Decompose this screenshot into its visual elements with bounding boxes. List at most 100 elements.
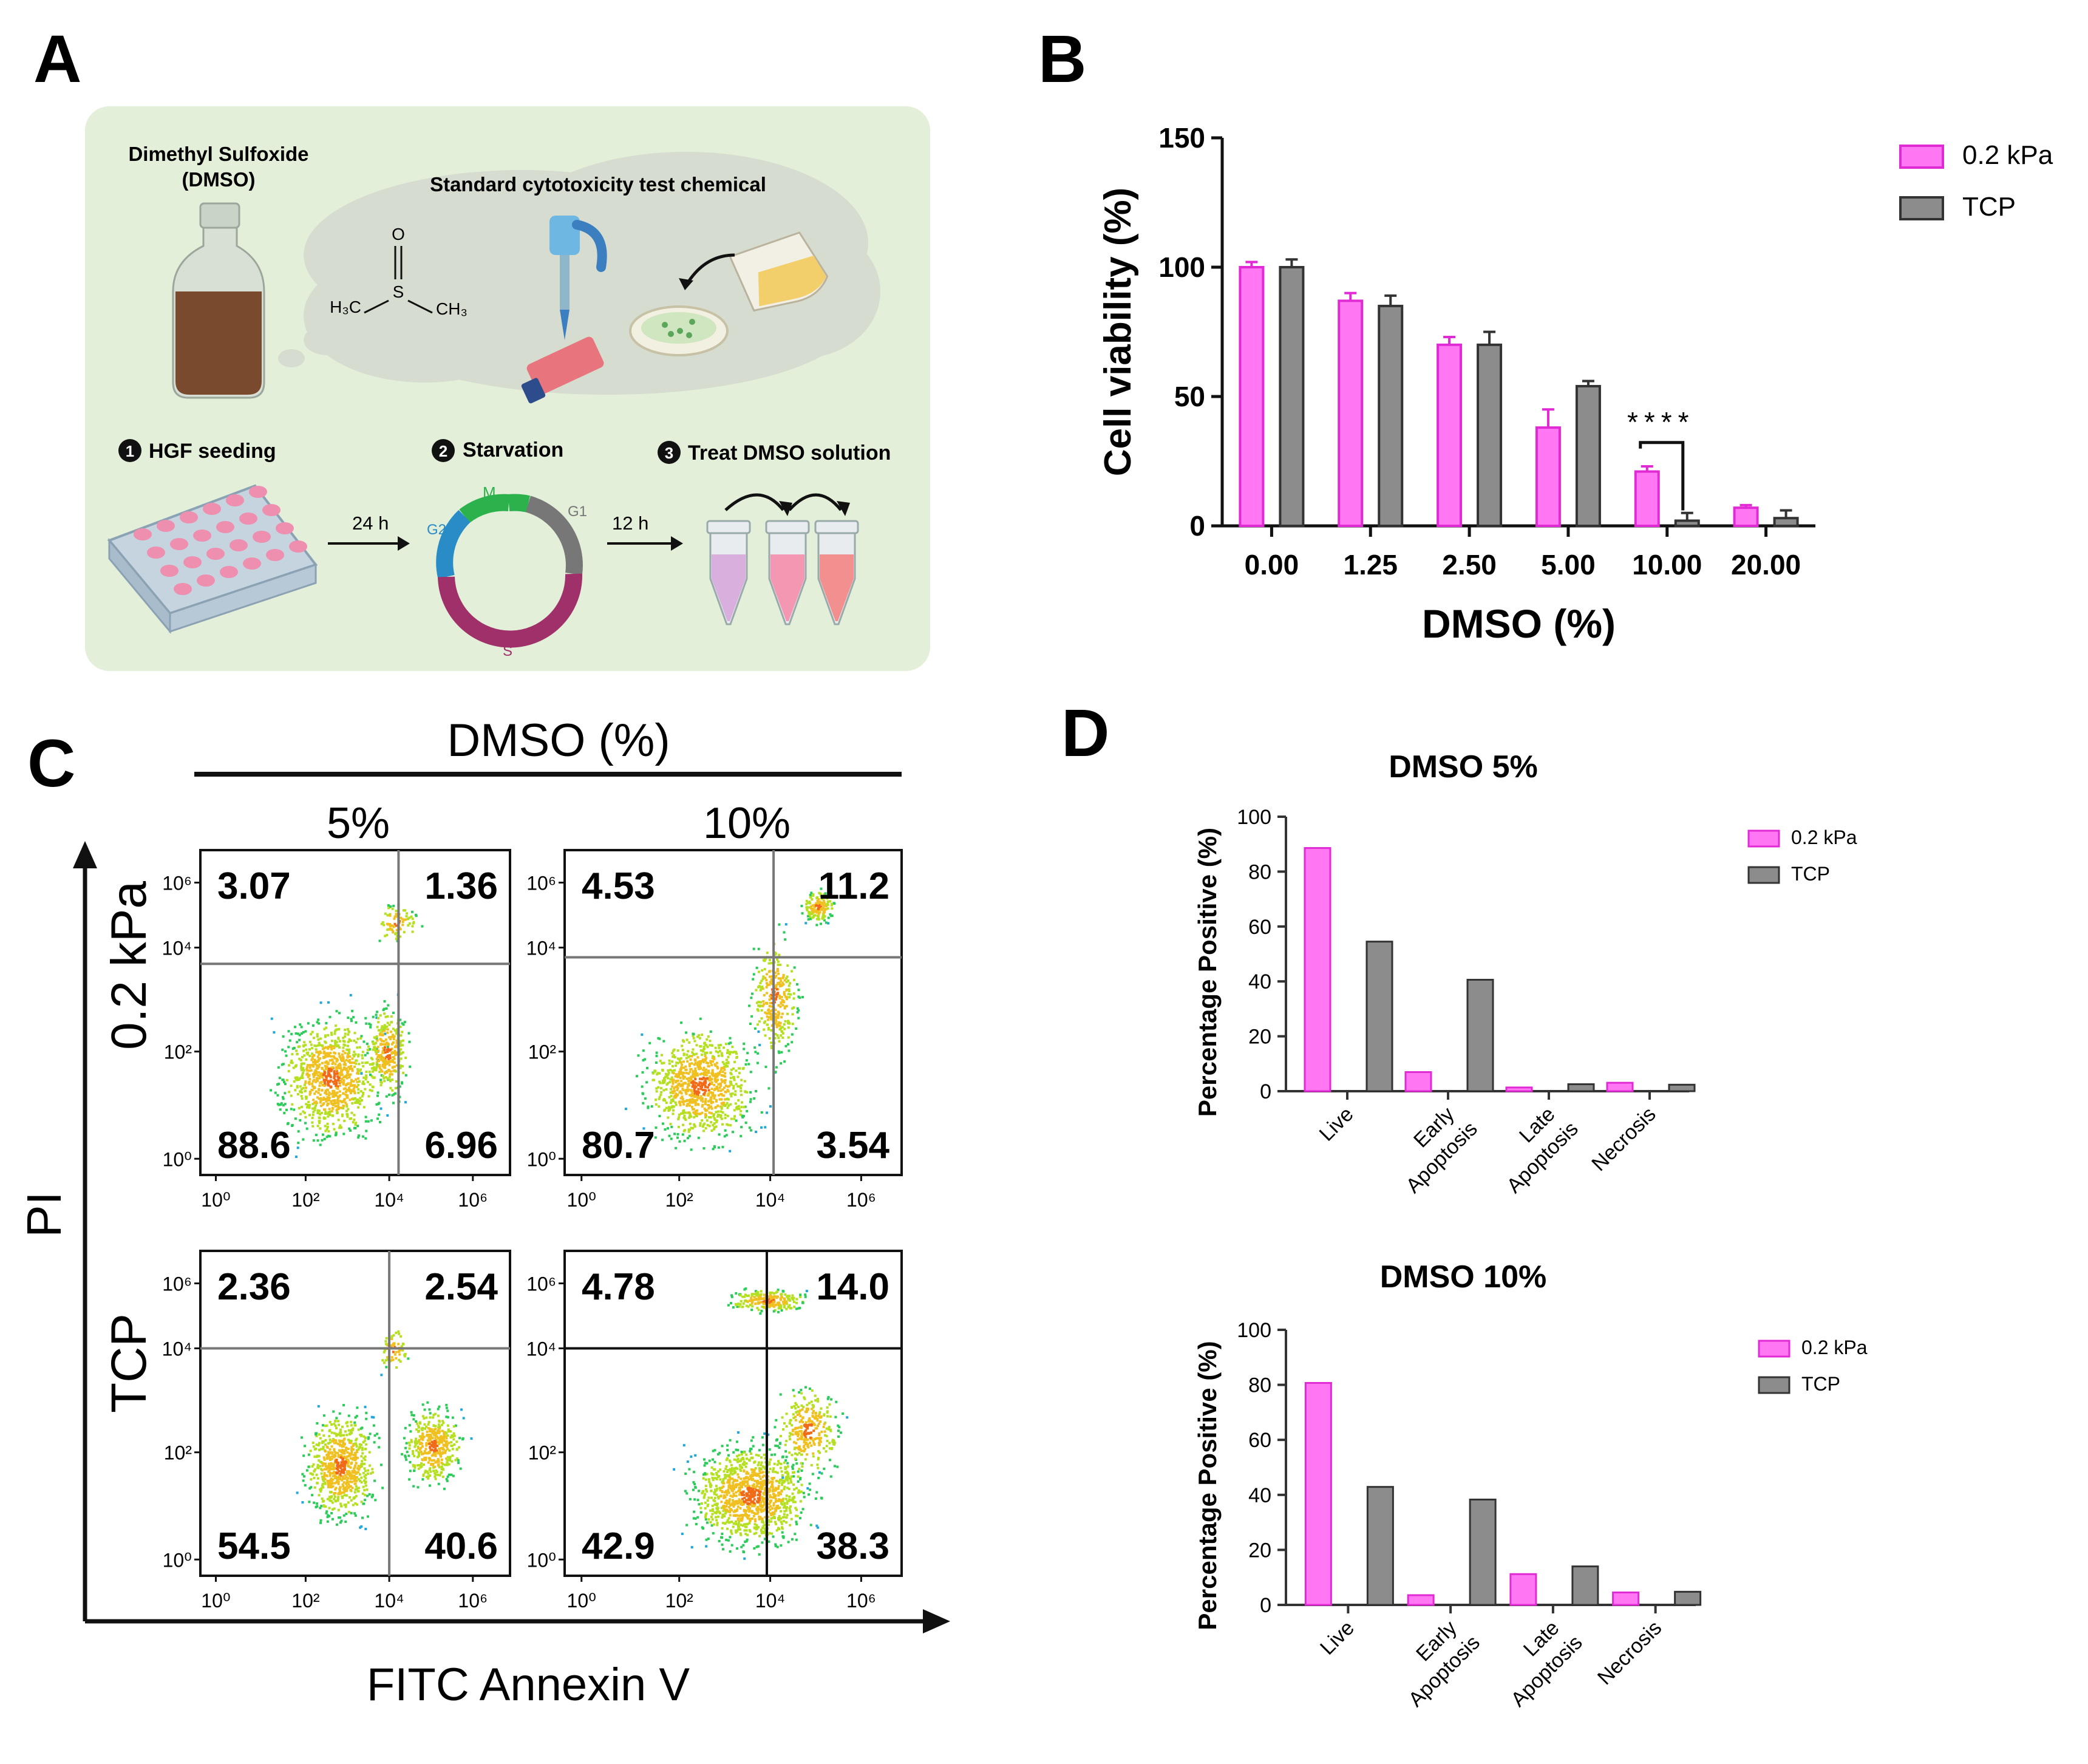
event-dot (700, 1054, 703, 1057)
event-dot (305, 1048, 308, 1051)
event-dot (326, 1520, 329, 1523)
event-dot (750, 1487, 753, 1490)
event-dot (328, 1046, 331, 1049)
event-dot (316, 1051, 319, 1054)
event-dot (344, 1044, 347, 1047)
event-dot (296, 1086, 299, 1089)
event-dot (774, 1022, 777, 1025)
event-dot (380, 1027, 383, 1030)
event-dot (392, 904, 395, 907)
event-dot (273, 1031, 276, 1034)
event-dot (790, 1475, 793, 1478)
event-dot (324, 1056, 327, 1059)
event-dot (358, 1443, 361, 1446)
event-dot (668, 1108, 672, 1111)
event-dot (381, 1029, 384, 1032)
event-dot (698, 1503, 701, 1506)
event-dot (408, 1040, 411, 1043)
event-dot (829, 913, 832, 916)
event-dot (328, 1474, 332, 1477)
event-dot (325, 1510, 328, 1513)
event-dot (343, 1098, 346, 1101)
event-dot (699, 1122, 702, 1125)
event-dot (732, 1500, 735, 1503)
event-dot (787, 1477, 790, 1480)
event-dot (785, 1509, 788, 1512)
event-dot (789, 993, 792, 996)
event-dot (451, 1448, 454, 1451)
event-dot (427, 1461, 430, 1464)
event-dot (340, 1470, 343, 1473)
event-dot (276, 1094, 279, 1097)
event-dot (758, 1492, 761, 1495)
event-dot (693, 1471, 696, 1474)
event-dot (718, 1539, 721, 1542)
event-dot (749, 1071, 752, 1074)
event-dot (707, 1077, 710, 1080)
event-dot (442, 1422, 445, 1425)
event-dot (791, 1007, 794, 1010)
event-dot (746, 1499, 749, 1502)
event-dot (342, 1105, 345, 1108)
event-dot (730, 1503, 733, 1506)
event-dot (324, 1034, 327, 1037)
event-dot (729, 1521, 732, 1524)
event-dot (729, 1080, 732, 1083)
event-dot (354, 1488, 357, 1491)
event-dot (708, 1125, 711, 1128)
event-dot (722, 1548, 725, 1551)
legend-swatch (1899, 145, 1944, 169)
phase-m-label: M (483, 483, 496, 502)
event-dot (420, 1450, 423, 1453)
event-dot (767, 1016, 770, 1019)
event-dot (338, 1052, 341, 1055)
event-dot (764, 1503, 767, 1506)
event-dot (339, 1069, 342, 1072)
event-dot (366, 1061, 369, 1064)
event-dot (776, 1034, 779, 1037)
x-tick-label: 10⁴ (374, 1189, 404, 1211)
event-dot (764, 1126, 767, 1129)
event-dot (395, 1366, 398, 1369)
event-dot (726, 1123, 729, 1126)
event-dot (362, 1479, 366, 1482)
event-dot (335, 1066, 338, 1069)
event-dot (430, 1459, 434, 1462)
event-dot (342, 1037, 345, 1040)
bar (1575, 384, 1601, 528)
event-dot (788, 1022, 791, 1025)
event-dot (391, 1078, 394, 1081)
event-dot (723, 1079, 726, 1082)
event-dot (344, 1035, 347, 1038)
event-dot (719, 1478, 722, 1481)
event-dot (674, 1101, 677, 1104)
event-dot (437, 1408, 440, 1411)
event-dot (710, 1098, 713, 1101)
event-dot (323, 1071, 326, 1074)
event-dot (676, 1061, 679, 1064)
event-dot (339, 1431, 342, 1434)
event-dot (738, 1498, 741, 1501)
event-dot (709, 1482, 712, 1485)
event-dot (730, 1530, 733, 1533)
event-dot (749, 1449, 752, 1452)
event-dot (410, 1440, 413, 1443)
event-dot (364, 1527, 367, 1530)
event-dot (345, 1109, 349, 1112)
event-dot (389, 928, 392, 931)
event-dot (375, 1066, 378, 1069)
event-dot (751, 1471, 754, 1474)
event-dot (675, 1103, 678, 1106)
event-dot (406, 1451, 409, 1454)
event-dot (409, 1065, 412, 1068)
event-dot (712, 1101, 715, 1104)
event-dot (704, 1080, 707, 1083)
event-dot (704, 1102, 707, 1105)
event-dot (349, 993, 352, 996)
event-dot (321, 1478, 324, 1481)
event-dot (732, 1051, 735, 1054)
event-dot (339, 1066, 342, 1069)
event-dot (806, 901, 809, 904)
event-dot (673, 1056, 676, 1059)
